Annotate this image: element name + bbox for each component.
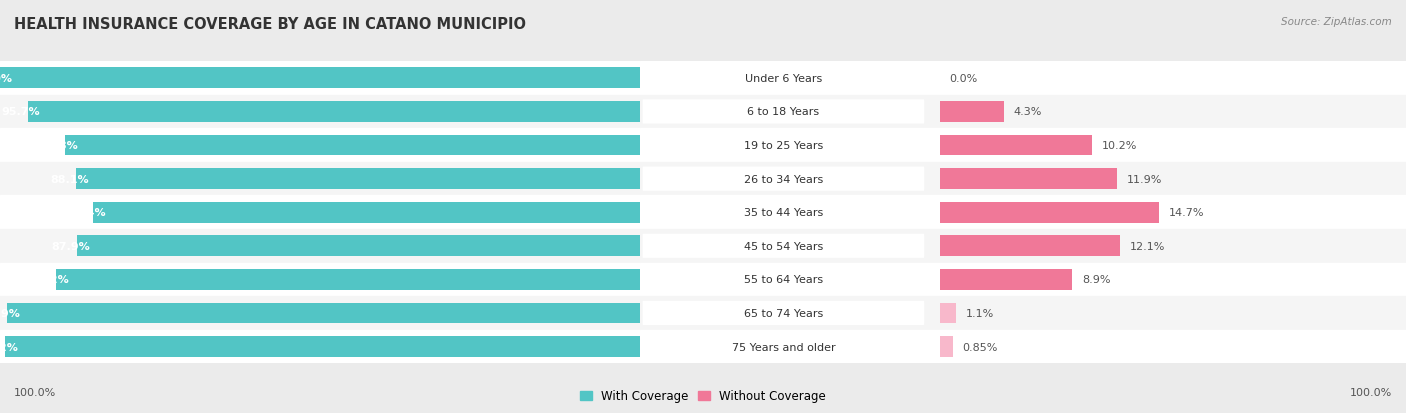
Bar — [7, 303, 640, 323]
Text: 100.0%: 100.0% — [0, 74, 13, 84]
Bar — [640, 330, 1406, 363]
Bar — [93, 202, 640, 223]
Text: 100.0%: 100.0% — [1350, 387, 1392, 397]
Text: 11.9%: 11.9% — [1126, 174, 1163, 184]
Bar — [939, 336, 952, 357]
Bar — [0, 162, 640, 196]
Text: 0.85%: 0.85% — [962, 342, 997, 352]
FancyBboxPatch shape — [643, 201, 924, 225]
Text: 75 Years and older: 75 Years and older — [731, 342, 835, 352]
Text: 14.7%: 14.7% — [1168, 208, 1204, 218]
FancyBboxPatch shape — [643, 234, 924, 258]
Bar — [0, 330, 640, 363]
Text: 89.8%: 89.8% — [39, 141, 79, 151]
Text: 4.3%: 4.3% — [1014, 107, 1042, 117]
Text: 91.2%: 91.2% — [31, 275, 69, 285]
FancyBboxPatch shape — [643, 134, 924, 158]
Bar — [6, 336, 640, 357]
Bar — [939, 269, 1073, 290]
Text: 26 to 34 Years: 26 to 34 Years — [744, 174, 823, 184]
Text: 65 to 74 Years: 65 to 74 Years — [744, 308, 823, 318]
FancyBboxPatch shape — [643, 301, 924, 325]
FancyBboxPatch shape — [643, 167, 924, 191]
Bar — [939, 202, 1159, 223]
FancyBboxPatch shape — [643, 66, 924, 91]
Bar — [0, 297, 640, 330]
Text: 95.7%: 95.7% — [1, 107, 41, 117]
Text: 8.9%: 8.9% — [1083, 275, 1111, 285]
Text: 98.9%: 98.9% — [0, 308, 20, 318]
Text: HEALTH INSURANCE COVERAGE BY AGE IN CATANO MUNICIPIO: HEALTH INSURANCE COVERAGE BY AGE IN CATA… — [14, 17, 526, 31]
Bar — [640, 263, 1406, 297]
Bar — [56, 269, 640, 290]
Bar — [65, 135, 640, 156]
Bar — [0, 196, 640, 230]
Bar — [28, 102, 640, 123]
Text: 45 to 54 Years: 45 to 54 Years — [744, 241, 823, 251]
Bar — [0, 230, 640, 263]
Bar — [939, 169, 1118, 190]
Text: 100.0%: 100.0% — [14, 387, 56, 397]
Bar — [0, 68, 640, 89]
Bar — [640, 129, 1406, 162]
Bar — [939, 236, 1121, 256]
Text: 35 to 44 Years: 35 to 44 Years — [744, 208, 823, 218]
Bar — [939, 135, 1092, 156]
Text: 99.2%: 99.2% — [0, 342, 18, 352]
Bar — [939, 102, 1004, 123]
FancyBboxPatch shape — [643, 100, 924, 124]
Bar — [939, 303, 956, 323]
Bar — [76, 169, 640, 190]
Text: 6 to 18 Years: 6 to 18 Years — [748, 107, 820, 117]
Text: 87.9%: 87.9% — [52, 241, 90, 251]
Bar — [0, 129, 640, 162]
Bar — [640, 62, 1406, 95]
Text: Under 6 Years: Under 6 Years — [745, 74, 823, 84]
Bar — [0, 62, 640, 95]
Text: 85.4%: 85.4% — [67, 208, 107, 218]
Bar — [640, 95, 1406, 129]
Text: 0.0%: 0.0% — [949, 74, 977, 84]
Legend: With Coverage, Without Coverage: With Coverage, Without Coverage — [575, 385, 831, 407]
FancyBboxPatch shape — [643, 268, 924, 292]
Text: 1.1%: 1.1% — [966, 308, 994, 318]
Text: 55 to 64 Years: 55 to 64 Years — [744, 275, 823, 285]
Bar — [640, 196, 1406, 230]
Bar — [640, 230, 1406, 263]
Text: 19 to 25 Years: 19 to 25 Years — [744, 141, 823, 151]
Bar — [0, 263, 640, 297]
Text: 12.1%: 12.1% — [1129, 241, 1166, 251]
Text: 88.1%: 88.1% — [51, 174, 89, 184]
Bar — [77, 236, 640, 256]
FancyBboxPatch shape — [643, 335, 924, 359]
Bar — [0, 95, 640, 129]
Text: 10.2%: 10.2% — [1101, 141, 1137, 151]
Text: Source: ZipAtlas.com: Source: ZipAtlas.com — [1281, 17, 1392, 26]
Bar — [640, 297, 1406, 330]
Bar — [640, 162, 1406, 196]
